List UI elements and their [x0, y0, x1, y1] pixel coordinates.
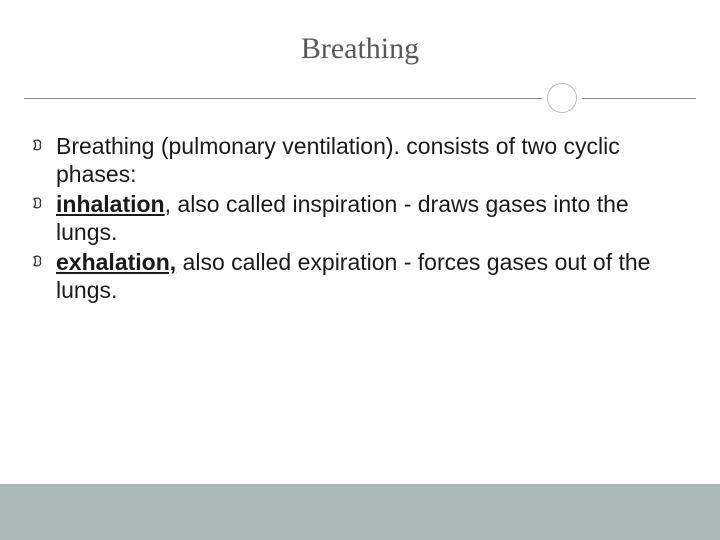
bullet-item: inhalation, also called inspiration - dr… [32, 190, 688, 246]
page-title: Breathing [301, 32, 419, 66]
header: Breathing [0, 0, 720, 98]
divider-circle-icon [548, 84, 576, 112]
bullet-lead: Breathing [56, 133, 154, 159]
body: Breathing (pulmonary ventilation). consi… [0, 98, 720, 484]
footer-bar [0, 484, 720, 540]
bullet-lead: inhalation [56, 191, 165, 217]
divider-line-left [24, 98, 542, 99]
slide: Breathing Breathing (pulmonary ventilati… [0, 0, 720, 540]
title-divider [0, 88, 720, 108]
bullet-item: Breathing (pulmonary ventilation). consi… [32, 132, 688, 188]
divider-line-right [582, 98, 696, 99]
bullet-item: exhalation, also called expiration - for… [32, 248, 688, 304]
bullet-lead: exhalation, [56, 249, 176, 275]
